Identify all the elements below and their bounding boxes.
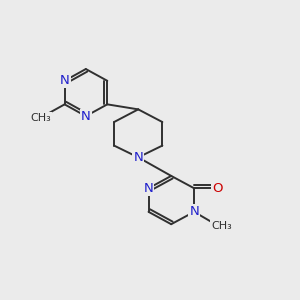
Text: CH₃: CH₃ <box>31 112 51 123</box>
Text: N: N <box>189 205 199 218</box>
Text: N: N <box>133 151 143 164</box>
Text: N: N <box>144 182 153 195</box>
Text: CH₃: CH₃ <box>211 221 232 231</box>
Text: O: O <box>212 182 223 195</box>
Text: N: N <box>60 74 70 87</box>
Text: N: N <box>81 110 91 123</box>
